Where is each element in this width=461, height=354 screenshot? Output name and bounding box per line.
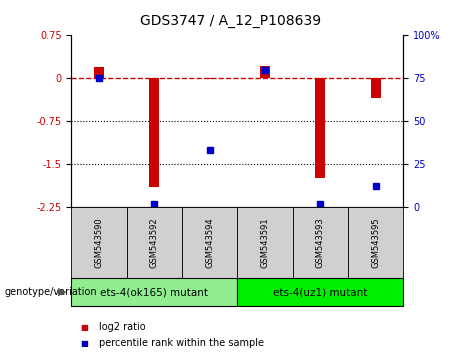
Bar bbox=[260, 66, 270, 78]
Text: GSM543592: GSM543592 bbox=[150, 217, 159, 268]
Text: GDS3747 / A_12_P108639: GDS3747 / A_12_P108639 bbox=[140, 14, 321, 28]
Text: ets-4(uz1) mutant: ets-4(uz1) mutant bbox=[273, 287, 367, 297]
Text: ■: ■ bbox=[81, 323, 89, 332]
Text: log2 ratio: log2 ratio bbox=[99, 322, 146, 332]
Text: GSM543591: GSM543591 bbox=[260, 217, 270, 268]
Bar bbox=[315, 78, 325, 178]
Text: genotype/variation: genotype/variation bbox=[5, 287, 97, 297]
Text: ■: ■ bbox=[81, 339, 89, 348]
Bar bbox=[205, 78, 215, 79]
Text: ets-4(ok165) mutant: ets-4(ok165) mutant bbox=[100, 287, 208, 297]
Bar bbox=[371, 78, 381, 98]
Text: percentile rank within the sample: percentile rank within the sample bbox=[99, 338, 264, 348]
Text: ▶: ▶ bbox=[59, 287, 67, 297]
Text: GSM543593: GSM543593 bbox=[316, 217, 325, 268]
Text: GSM543594: GSM543594 bbox=[205, 217, 214, 268]
Bar bbox=[149, 78, 160, 187]
Text: GSM543590: GSM543590 bbox=[95, 217, 104, 268]
Bar bbox=[94, 67, 104, 78]
Text: GSM543595: GSM543595 bbox=[371, 217, 380, 268]
